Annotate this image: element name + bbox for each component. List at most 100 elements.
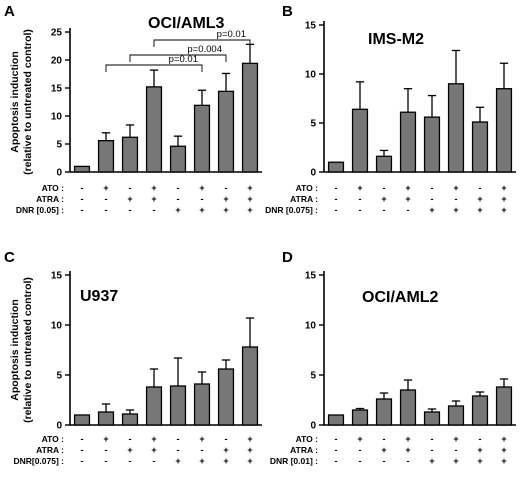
condition-sign: +: [501, 434, 506, 444]
condition-sign: +: [175, 205, 180, 215]
bar: [121, 413, 139, 426]
bar: [73, 165, 91, 173]
condition-sign: -: [335, 434, 338, 444]
bar: [399, 111, 417, 173]
y-tick-label: 15: [305, 271, 317, 282]
condition-sign: +: [405, 183, 410, 193]
condition-sign: -: [431, 183, 434, 193]
significance-bracket: [153, 39, 251, 47]
condition-sign: +: [501, 183, 506, 193]
condition-label: ATO :: [42, 183, 65, 193]
condition-sign: +: [429, 456, 434, 466]
bar: [217, 90, 235, 173]
condition-sign: -: [153, 205, 156, 215]
condition-sign: +: [151, 183, 156, 193]
condition-sign: -: [81, 434, 84, 444]
condition-sign: -: [105, 445, 108, 455]
condition-sign: -: [105, 194, 108, 204]
bar: [145, 86, 163, 173]
condition-sign: -: [81, 194, 84, 204]
y-tick-label: 5: [56, 371, 62, 382]
condition-sign: +: [357, 183, 362, 193]
condition-sign: +: [199, 434, 204, 444]
bar: [423, 116, 441, 173]
y-tick-label: 15: [305, 21, 317, 32]
condition-sign: -: [383, 183, 386, 193]
condition-sign: -: [479, 434, 482, 444]
y-tick-label: 10: [305, 321, 317, 332]
bar: [471, 121, 489, 173]
y-tick-label: 10: [51, 112, 63, 123]
bar: [375, 398, 393, 426]
condition-sign: -: [335, 445, 338, 455]
condition-sign: -: [129, 434, 132, 444]
condition-sign: -: [177, 434, 180, 444]
condition-sign: +: [477, 456, 482, 466]
bar: [375, 155, 393, 173]
condition-sign: +: [223, 445, 228, 455]
p-value-label: p=0.01: [217, 29, 246, 40]
condition-sign: -: [81, 205, 84, 215]
panel-title: OCI/AML2: [362, 289, 439, 306]
condition-sign: -: [431, 194, 434, 204]
condition-sign: -: [455, 445, 458, 455]
condition-sign: -: [105, 456, 108, 466]
condition-sign: -: [383, 456, 386, 466]
panel-title: U937: [80, 288, 118, 305]
condition-sign: +: [453, 456, 458, 466]
bar: [145, 386, 163, 426]
bar: [495, 88, 513, 173]
condition-sign: -: [431, 445, 434, 455]
p-value-label: p=0.004: [187, 44, 222, 55]
condition-sign: +: [477, 194, 482, 204]
condition-sign: -: [225, 183, 228, 193]
condition-sign: -: [225, 434, 228, 444]
condition-label: ATRA :: [36, 194, 64, 204]
condition-sign: -: [177, 183, 180, 193]
condition-sign: +: [151, 445, 156, 455]
condition-sign: -: [81, 183, 84, 193]
condition-sign: +: [223, 194, 228, 204]
bar: [97, 411, 115, 426]
bar: [241, 346, 259, 426]
y-tick-label: 5: [310, 119, 316, 130]
condition-sign: +: [453, 183, 458, 193]
bar: [169, 145, 187, 173]
condition-label: ATO :: [296, 434, 319, 444]
panel-letter: A: [4, 3, 15, 20]
condition-sign: +: [199, 456, 204, 466]
condition-sign: -: [129, 456, 132, 466]
condition-sign: +: [223, 456, 228, 466]
condition-sign: -: [153, 456, 156, 466]
condition-sign: -: [177, 194, 180, 204]
condition-sign: -: [359, 445, 362, 455]
bar: [351, 108, 369, 173]
condition-label: ATO :: [296, 183, 319, 193]
condition-sign: +: [477, 445, 482, 455]
condition-sign: +: [357, 434, 362, 444]
bar: [471, 395, 489, 426]
y-tick-label: 15: [51, 84, 63, 95]
condition-sign: -: [407, 205, 410, 215]
condition-sign: +: [405, 445, 410, 455]
condition-sign: +: [405, 194, 410, 204]
y-axis-label-line: (relative to untreated control): [22, 29, 34, 175]
panel-a: A OCI/AML3 Apoptosis induction (relative to…: [4, 3, 262, 215]
condition-sign: +: [247, 445, 252, 455]
condition-sign: +: [477, 205, 482, 215]
y-tick-label: 0: [56, 168, 62, 179]
condition-sign: +: [127, 445, 132, 455]
y-tick-label: 15: [51, 271, 63, 282]
condition-label: ATRA :: [36, 445, 64, 455]
condition-sign: -: [407, 456, 410, 466]
condition-sign: -: [335, 205, 338, 215]
condition-sign: -: [201, 194, 204, 204]
condition-sign: -: [81, 456, 84, 466]
panel-c: C U937 Apoptosis induction (relative to unt…: [4, 249, 262, 466]
condition-label: DNR [0.075] :: [265, 205, 318, 215]
condition-sign: +: [127, 194, 132, 204]
condition-sign: -: [359, 194, 362, 204]
